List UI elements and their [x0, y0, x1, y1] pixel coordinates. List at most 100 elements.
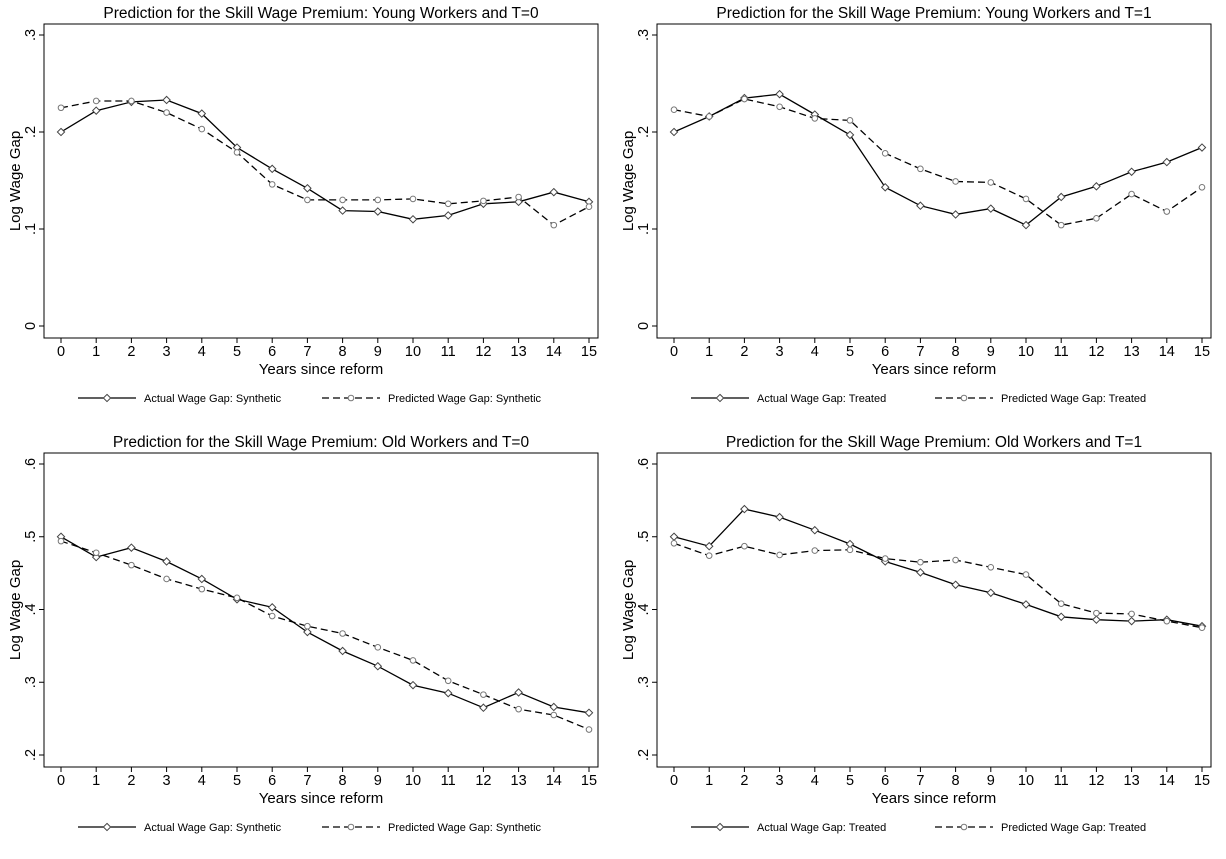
- series-line-actual: [60, 99, 590, 220]
- series-line-predicted: [673, 542, 1203, 629]
- x-tick-label: 15: [1194, 344, 1210, 360]
- x-tick-label: 6: [881, 773, 889, 789]
- x-tick-label: 12: [1088, 773, 1104, 789]
- data-point-predicted: [917, 558, 924, 566]
- x-tick-label: 13: [1124, 773, 1140, 789]
- data-point-predicted: [233, 149, 241, 156]
- data-point-actual: [514, 197, 523, 207]
- x-tick-label: 10: [1018, 773, 1034, 789]
- x-tick-label: 3: [776, 773, 784, 789]
- legend-label: Actual Wage Gap: Synthetic: [144, 822, 282, 834]
- data-point-predicted: [705, 113, 713, 120]
- x-tick-label: 12: [475, 773, 491, 789]
- x-tick-label: 3: [163, 773, 171, 789]
- x-tick-label: 10: [405, 773, 421, 789]
- x-tick-label: 13: [511, 773, 527, 789]
- x-tick-label: 6: [881, 344, 889, 360]
- data-point-actual: [443, 688, 453, 698]
- chart-panel-old-t1: Prediction for the Skill Wage Premium: O…: [613, 429, 1226, 858]
- x-tick-label: 0: [57, 773, 65, 789]
- data-point-actual: [549, 702, 559, 712]
- x-tick-label: 15: [1194, 773, 1210, 789]
- data-point-predicted: [268, 612, 276, 620]
- data-point-predicted: [846, 117, 854, 124]
- data-point-predicted: [846, 546, 854, 554]
- data-point-actual: [986, 204, 996, 213]
- data-point-actual: [916, 201, 925, 211]
- y-tick-label: .6: [23, 458, 39, 470]
- x-tick-label: 13: [1124, 344, 1140, 360]
- series-line-predicted: [673, 98, 1203, 226]
- x-tick-label: 4: [198, 773, 206, 789]
- chart-svg: Prediction for the Skill Wage Premium: O…: [7, 434, 599, 834]
- x-tick-label: 1: [92, 773, 100, 789]
- series-line-actual: [673, 93, 1203, 226]
- legend-marker: [347, 823, 355, 831]
- y-tick-label: .3: [636, 29, 652, 41]
- data-point-actual: [443, 211, 453, 220]
- x-tick-label: 9: [987, 773, 995, 789]
- data-point-predicted: [409, 657, 417, 664]
- x-tick-label: 3: [776, 344, 784, 360]
- data-point-actual: [549, 187, 559, 197]
- y-tick-label: .3: [23, 29, 39, 41]
- x-tick-label: 9: [987, 344, 995, 360]
- data-point-predicted: [268, 181, 276, 188]
- x-tick-label: 14: [546, 773, 562, 789]
- y-tick-label: .2: [636, 126, 652, 138]
- y-tick-label: 0: [23, 322, 39, 330]
- x-tick-label: 6: [268, 344, 276, 360]
- x-tick-label: 11: [441, 773, 456, 789]
- chart-title: Prediction for the Skill Wage Premium: Y…: [716, 5, 1151, 22]
- data-point-actual: [951, 210, 960, 219]
- series-line-actual: [673, 508, 1203, 627]
- data-point-predicted: [1198, 624, 1206, 631]
- data-point-actual: [845, 130, 855, 140]
- data-point-predicted: [670, 539, 678, 547]
- x-tick-label: 7: [916, 773, 924, 789]
- y-tick-label: .1: [23, 223, 39, 235]
- y-tick-label: .2: [23, 126, 39, 138]
- data-point-predicted: [670, 106, 678, 113]
- y-axis-label: Log Wage Gap: [620, 131, 637, 231]
- data-point-actual: [951, 580, 960, 590]
- data-point-predicted: [444, 200, 452, 208]
- data-point-actual: [704, 541, 714, 551]
- data-point-predicted: [409, 195, 417, 203]
- y-axis-label: Log Wage Gap: [620, 560, 637, 660]
- chart-title: Prediction for the Skill Wage Premium: O…: [113, 434, 530, 451]
- data-point-actual: [127, 543, 136, 552]
- plot-frame: [43, 452, 599, 768]
- data-point-actual: [338, 206, 347, 215]
- data-point-actual: [1197, 143, 1207, 152]
- data-point-predicted: [374, 644, 382, 651]
- data-point-predicted: [339, 630, 346, 637]
- data-point-predicted: [776, 551, 783, 559]
- data-point-predicted: [444, 677, 452, 685]
- data-point-predicted: [550, 711, 558, 719]
- data-point-actual: [197, 109, 207, 118]
- data-point-actual: [1092, 182, 1101, 191]
- x-tick-label: 8: [952, 344, 960, 360]
- x-tick-label: 9: [374, 773, 382, 789]
- data-point-predicted: [811, 115, 819, 122]
- x-axis-label: Years since reform: [872, 790, 997, 807]
- data-point-actual: [740, 504, 749, 514]
- x-tick-label: 0: [670, 773, 678, 789]
- y-tick-label: .1: [636, 223, 652, 235]
- y-tick-label: .2: [636, 749, 652, 761]
- data-point-actual: [373, 661, 383, 671]
- data-point-actual: [810, 525, 820, 535]
- data-point-actual: [1056, 192, 1066, 202]
- data-point-actual: [338, 646, 347, 656]
- data-point-predicted: [811, 547, 819, 554]
- x-tick-label: 2: [740, 344, 748, 360]
- data-point-predicted: [163, 109, 170, 116]
- data-point-predicted: [339, 196, 346, 204]
- data-point-actual: [408, 680, 418, 690]
- data-point-actual: [916, 568, 925, 577]
- legend-label: Actual Wage Gap: Treated: [757, 393, 886, 405]
- y-tick-label: .3: [23, 676, 39, 688]
- x-tick-label: 1: [92, 344, 100, 360]
- x-tick-label: 5: [846, 344, 854, 360]
